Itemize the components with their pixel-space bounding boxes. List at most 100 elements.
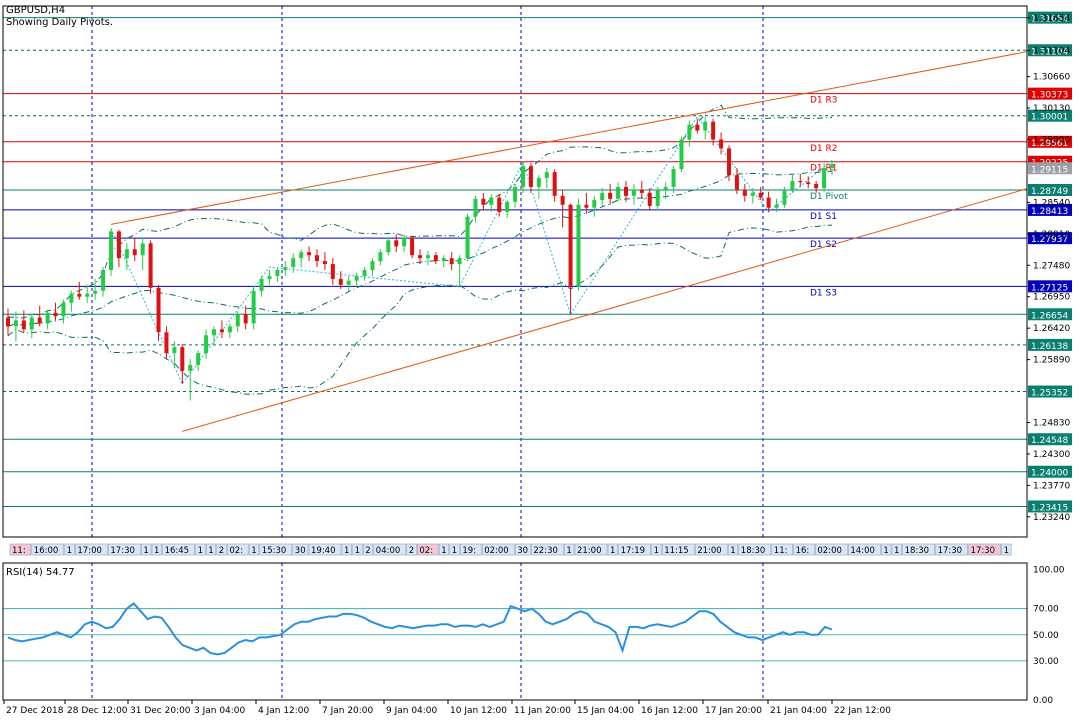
candle-body	[85, 293, 90, 297]
candle-body	[457, 258, 462, 265]
time-box	[417, 543, 439, 556]
x-axis-tick-label: 3 Jan 04:00	[194, 706, 246, 716]
price-box	[1028, 109, 1072, 122]
candle-body	[727, 148, 731, 176]
candle-body	[505, 201, 510, 212]
time-box	[694, 543, 728, 556]
time-box	[891, 543, 902, 556]
current-price-box	[1028, 162, 1072, 175]
candle-body	[513, 186, 518, 202]
time-box	[292, 543, 309, 556]
candle-body	[6, 317, 10, 327]
time-box-label: 18:30	[741, 546, 766, 556]
time-box-label: 14:00	[850, 546, 875, 556]
candle-body	[560, 195, 565, 205]
candle-body	[164, 332, 169, 354]
candle-body	[774, 204, 779, 208]
candle-body	[822, 167, 827, 189]
price-axis-tick-label: 1.28540	[1033, 198, 1070, 208]
time-box	[902, 543, 935, 556]
pivot-price-box-label: 1.28749	[1031, 187, 1068, 197]
candle-body	[275, 270, 280, 276]
price-axis-tick-label: 1.27480	[1033, 261, 1070, 271]
time-box	[195, 543, 206, 556]
time-box-label: 1	[566, 546, 571, 556]
candle-body	[418, 255, 422, 259]
rsi-axis-tick-label: 100.00	[1033, 566, 1065, 576]
candle-body	[433, 255, 438, 262]
candle-body	[299, 252, 304, 259]
time-box-label: 02:	[229, 546, 243, 556]
time-box-label: 21:00	[577, 546, 602, 556]
price-box	[1028, 11, 1072, 24]
candle-body	[227, 326, 232, 333]
candle-body	[600, 192, 605, 201]
rsi-line	[7, 602, 833, 656]
candle-body	[465, 216, 470, 259]
time-box-label: 1	[441, 546, 446, 556]
rsi-axis-tick-label: 70.00	[1033, 605, 1059, 615]
price-axis-tick-label: 1.31104	[1033, 46, 1070, 56]
pivot-price-box	[1028, 183, 1072, 196]
time-box-label: 1	[1004, 546, 1009, 556]
candle-body	[93, 290, 98, 294]
x-axis-tick-label: 11 Jan 20:00	[514, 706, 571, 716]
candle-body	[703, 121, 708, 131]
candle-body	[124, 249, 129, 259]
time-box-label: 19:	[462, 546, 476, 556]
rsi-axis-tick-label: 30.00	[1033, 657, 1059, 667]
x-axis-tick-label: 22 Jan 12:00	[834, 706, 891, 716]
candle-body	[497, 197, 502, 212]
candle-body	[13, 320, 18, 327]
candle-body	[671, 169, 676, 187]
rsi-layer	[3, 602, 1027, 662]
time-box-label: 1	[198, 546, 203, 556]
candle-body	[647, 192, 652, 206]
time-box-label: 18:30	[905, 546, 930, 556]
candle-body	[711, 121, 716, 140]
time-box	[481, 543, 515, 556]
price-box	[1028, 338, 1072, 351]
candle-body	[140, 243, 145, 256]
candle-body	[790, 181, 795, 190]
time-box-label: 2	[365, 546, 370, 556]
time-box	[815, 543, 848, 556]
candle-body	[742, 189, 747, 196]
time-box-label: 16:00	[34, 546, 59, 556]
time-box	[935, 543, 968, 556]
time-box	[531, 543, 564, 556]
candle-body	[750, 192, 755, 196]
rsi-panel-frame	[2, 562, 1028, 701]
rsi-axis-tick-label: 0.00	[1033, 696, 1053, 706]
candle-body	[330, 264, 335, 279]
candle-body	[576, 204, 581, 287]
candle-body	[21, 320, 26, 330]
candle-body	[378, 252, 383, 262]
candle-body	[528, 166, 533, 187]
candle-body	[196, 353, 201, 365]
price-box-label: 1.25352	[1031, 389, 1068, 399]
candle-body	[798, 181, 803, 183]
time-box-label: 21:00	[697, 546, 722, 556]
time-box-label: 17:30	[971, 546, 996, 556]
time-box-label: 17:30	[110, 546, 134, 556]
time-box	[514, 543, 531, 556]
candle-body	[69, 293, 74, 303]
candle-body	[307, 252, 312, 256]
pivot-price-box-label: 1.27125	[1031, 283, 1068, 293]
price-box-label: 1.30001	[1031, 113, 1068, 123]
candle-body	[814, 183, 819, 189]
trend-line-upper	[110, 51, 1028, 225]
axis-layer: 1.31654 1.31104 1.30001 1.26654 1.26138 1.253…	[2, 5, 1072, 716]
candle-body	[172, 347, 177, 354]
rsi-title: RSI(14) 54.77	[6, 567, 75, 578]
x-axis-tick-label: 21 Jan 04:00	[770, 706, 827, 716]
time-box-label: 1	[894, 546, 899, 556]
candle-layer	[6, 116, 834, 401]
time-box	[1001, 543, 1012, 556]
price-axis-tick-label: 1.28010	[1033, 230, 1070, 240]
pivot-price-box	[1028, 87, 1072, 100]
candle-body	[441, 258, 446, 262]
candle-body	[631, 189, 636, 196]
candle-body	[830, 164, 834, 168]
